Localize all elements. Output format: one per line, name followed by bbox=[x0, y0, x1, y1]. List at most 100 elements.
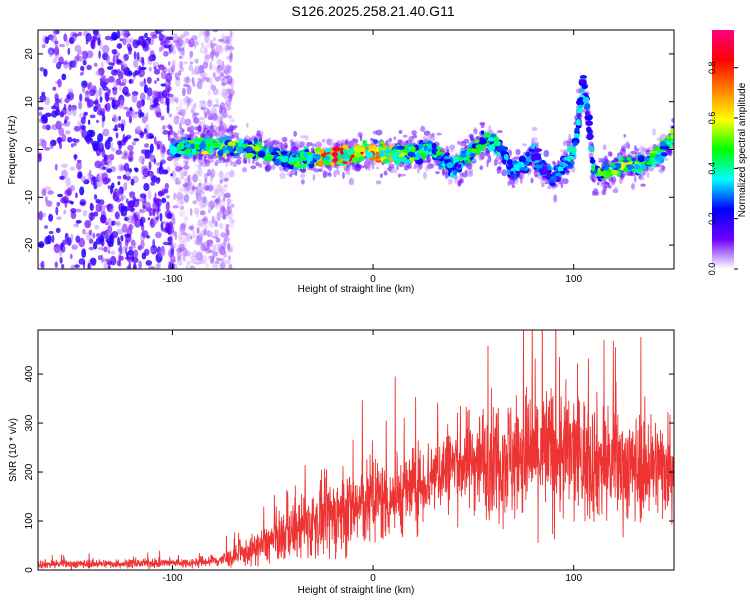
ridge-halo-blob bbox=[671, 117, 674, 123]
noise-blob bbox=[203, 228, 208, 236]
noise-blob bbox=[67, 88, 74, 94]
noise-blob bbox=[195, 251, 203, 262]
noise-blob bbox=[140, 240, 145, 250]
noise-blob bbox=[158, 94, 162, 102]
noise-blob bbox=[174, 97, 179, 103]
noise-blob bbox=[170, 96, 175, 105]
noise-blob bbox=[207, 184, 214, 192]
ridge-halo-blob bbox=[265, 164, 271, 173]
noise-blob bbox=[114, 221, 118, 226]
x-tick-label: -100 bbox=[162, 573, 182, 584]
ridge-halo-blob bbox=[441, 148, 445, 153]
ridge-halo-blob bbox=[345, 166, 351, 172]
ridge-blob bbox=[571, 149, 576, 154]
ridge-blob bbox=[602, 161, 608, 168]
noise-blob bbox=[173, 192, 177, 201]
noise-blob bbox=[130, 178, 135, 186]
noise-blob bbox=[56, 137, 63, 143]
ridge-blob bbox=[283, 155, 289, 159]
noise-blob bbox=[107, 88, 111, 94]
noise-blob bbox=[182, 253, 187, 262]
ridge-blob bbox=[461, 150, 467, 155]
noise-blob bbox=[89, 114, 96, 119]
noise-blob bbox=[173, 50, 177, 55]
ridge-blob bbox=[586, 126, 592, 133]
ridge-halo-blob bbox=[293, 130, 298, 137]
noise-blob bbox=[206, 230, 213, 238]
noise-blob bbox=[111, 31, 118, 41]
noise-blob bbox=[206, 249, 211, 253]
noise-blob bbox=[46, 234, 52, 245]
noise-blob bbox=[44, 186, 52, 191]
ridge-blob bbox=[317, 160, 324, 167]
noise-blob bbox=[229, 169, 235, 178]
ridge-halo-blob bbox=[393, 136, 396, 140]
noise-blob bbox=[58, 44, 66, 48]
noise-blob bbox=[95, 203, 102, 213]
ridge-blob bbox=[245, 152, 254, 159]
noise-blob bbox=[188, 38, 195, 48]
ridge-blob bbox=[342, 148, 347, 154]
noise-blob bbox=[130, 206, 135, 213]
noise-blob bbox=[214, 261, 219, 269]
noise-blob bbox=[199, 45, 207, 55]
ridge-halo-blob bbox=[375, 180, 382, 185]
ridge-halo-blob bbox=[277, 141, 283, 145]
noise-blob bbox=[225, 227, 229, 233]
noise-blob bbox=[168, 61, 171, 66]
ridge-blob bbox=[525, 151, 531, 157]
noise-blob bbox=[192, 173, 199, 183]
noise-blob bbox=[48, 230, 54, 235]
noise-blob bbox=[154, 136, 157, 145]
noise-blob bbox=[106, 66, 114, 70]
noise-blob bbox=[41, 188, 47, 197]
noise-blob bbox=[178, 55, 182, 60]
noise-blob bbox=[207, 99, 213, 108]
noise-blob bbox=[70, 143, 75, 148]
noise-blob bbox=[183, 30, 190, 37]
ridge-halo-blob bbox=[647, 167, 654, 172]
noise-blob bbox=[217, 195, 221, 204]
ridge-blob bbox=[209, 149, 215, 154]
x-tick-label: 0 bbox=[370, 573, 376, 584]
noise-blob bbox=[196, 234, 199, 243]
noise-blob bbox=[71, 244, 78, 250]
noise-blob bbox=[176, 97, 179, 105]
y-tick-label: 200 bbox=[24, 463, 35, 480]
noise-blob bbox=[101, 247, 105, 251]
noise-blob bbox=[190, 235, 193, 240]
noise-blob bbox=[152, 200, 158, 211]
y-tick-label: 300 bbox=[24, 414, 35, 431]
noise-blob bbox=[192, 200, 198, 205]
noise-blob bbox=[79, 93, 83, 102]
noise-blob bbox=[116, 228, 124, 235]
noise-blob bbox=[52, 57, 58, 64]
ridge-blob bbox=[549, 175, 557, 182]
ridge-halo-blob bbox=[321, 138, 326, 143]
noise-blob bbox=[78, 101, 83, 110]
noise-blob bbox=[81, 128, 87, 139]
noise-blob bbox=[176, 192, 184, 200]
ridge-blob bbox=[254, 145, 261, 151]
ridge-blob bbox=[176, 150, 186, 155]
ridge-halo-blob bbox=[322, 171, 329, 178]
ridge-halo-blob bbox=[279, 172, 286, 180]
noise-blob bbox=[110, 147, 116, 152]
noise-blob bbox=[84, 220, 92, 229]
noise-blob bbox=[224, 185, 228, 193]
ridge-blob bbox=[362, 139, 367, 146]
noise-blob bbox=[82, 228, 86, 235]
noise-blob bbox=[221, 91, 228, 98]
ridge-blob bbox=[426, 145, 433, 150]
ridge-blob bbox=[396, 145, 405, 150]
noise-blob bbox=[200, 242, 204, 247]
ridge-halo-blob bbox=[193, 131, 200, 135]
ridge-halo-blob bbox=[300, 173, 306, 179]
ridge-halo-blob bbox=[182, 164, 190, 170]
snr-marks bbox=[38, 330, 674, 570]
ridge-halo-blob bbox=[660, 165, 665, 171]
y-tick-label: 100 bbox=[24, 512, 35, 529]
ridge-blob bbox=[190, 143, 196, 149]
noise-blob bbox=[44, 36, 50, 44]
noise-blob bbox=[66, 39, 70, 47]
